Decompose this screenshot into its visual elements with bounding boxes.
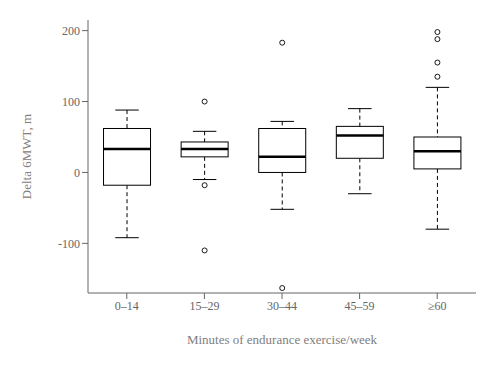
svg-text:-100: -100 xyxy=(58,237,80,251)
svg-text:30–44: 30–44 xyxy=(267,299,297,313)
svg-text:0–14: 0–14 xyxy=(115,299,139,313)
svg-text:≥60: ≥60 xyxy=(428,299,447,313)
svg-text:100: 100 xyxy=(62,95,80,109)
svg-text:15–29: 15–29 xyxy=(189,299,219,313)
svg-text:200: 200 xyxy=(62,24,80,38)
svg-text:0: 0 xyxy=(74,166,80,180)
svg-text:Delta 6MWT, m: Delta 6MWT, m xyxy=(19,114,34,199)
svg-text:45–59: 45–59 xyxy=(345,299,375,313)
svg-text:Minutes of endurance exercise/: Minutes of endurance exercise/week xyxy=(187,332,378,347)
